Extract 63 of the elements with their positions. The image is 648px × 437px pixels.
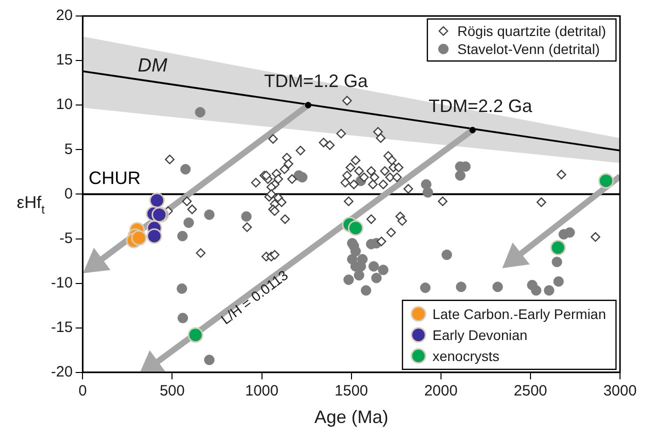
x-tick-label: 2000 [424, 382, 458, 400]
point [304, 102, 312, 108]
x-tick-label: 0 [78, 382, 87, 400]
y-tick-label: -15 [50, 318, 73, 336]
point [454, 170, 466, 181]
point [442, 250, 452, 260]
y-tick-label: -20 [50, 364, 73, 381]
y-tick-label: 15 [56, 52, 73, 69]
point [552, 256, 562, 268]
x-axis-title: Age (Ma) [314, 407, 388, 428]
point [176, 283, 188, 294]
x-tick-label: 500 [160, 382, 185, 400]
ref-line-label: CHUR [88, 168, 141, 188]
y-tick-label: -10 [50, 274, 73, 292]
point [177, 230, 188, 242]
legend-label: xenocrysts [432, 348, 500, 364]
point [422, 187, 434, 198]
x-tick-label: 1000 [245, 382, 278, 400]
point [378, 264, 388, 276]
y-tick-label: -5 [59, 230, 73, 247]
point [297, 172, 308, 183]
y-tick-label: 0 [64, 185, 73, 202]
point [343, 274, 354, 285]
y-tick-label: 10 [56, 96, 73, 114]
point [241, 211, 252, 222]
point [131, 230, 147, 246]
point [204, 354, 215, 366]
point [146, 228, 162, 244]
point [348, 220, 364, 236]
point [180, 164, 191, 174]
point [178, 312, 188, 324]
annotation: TDM=1.2 Ga [264, 71, 369, 92]
point [564, 227, 575, 238]
x-tick-label: 1500 [334, 382, 368, 400]
legend-label: Rögis quartzite (detrital) [457, 22, 606, 39]
point [360, 285, 372, 296]
point [204, 209, 215, 220]
point [183, 217, 194, 228]
point [420, 282, 431, 294]
point [598, 173, 614, 189]
point [492, 282, 503, 292]
point [368, 261, 379, 272]
x-tick-label: 3000 [603, 382, 637, 400]
annotation: TDM=2.2 Ga [428, 96, 534, 116]
point [469, 126, 476, 134]
point [530, 285, 542, 296]
point [553, 276, 564, 287]
legend-label: Stavelot-Venn (detrital) [457, 40, 600, 57]
point [354, 270, 364, 281]
point [350, 246, 361, 256]
point [149, 192, 165, 208]
legend-label: Early Devonian [432, 326, 528, 343]
point [371, 272, 382, 284]
point [456, 282, 466, 292]
x-tick-label: 2500 [514, 382, 548, 400]
point [194, 106, 206, 118]
y-tick-label: 20 [56, 7, 73, 24]
point [550, 240, 566, 256]
legend-label: Late Carbon.-Early Permian [432, 306, 606, 322]
point [188, 327, 204, 343]
point [544, 285, 554, 296]
y-tick-label: 5 [64, 140, 73, 158]
series-label: DM [138, 56, 168, 77]
